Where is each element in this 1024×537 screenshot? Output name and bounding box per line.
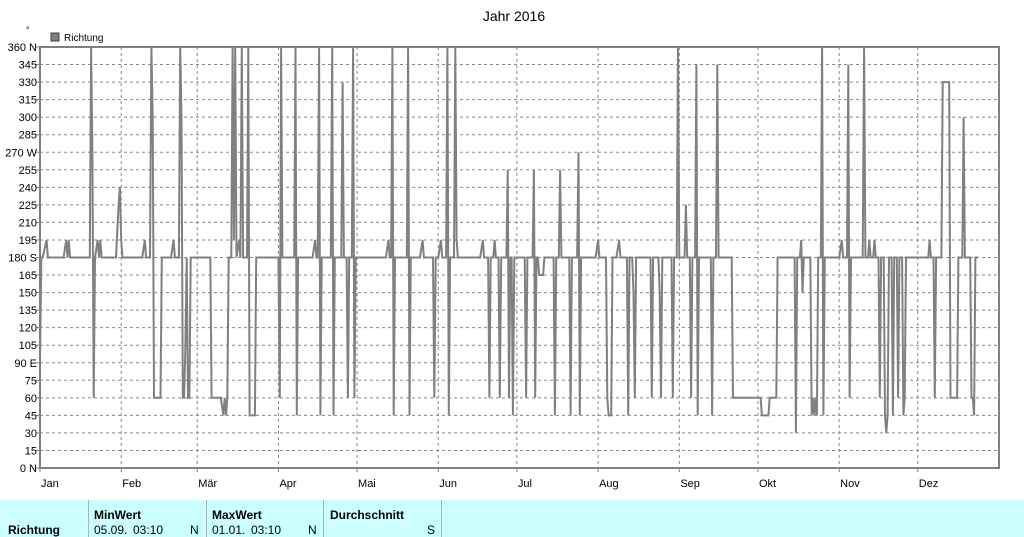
x-tick-label: Dez — [919, 478, 939, 490]
min-date: 05.09. — [94, 523, 128, 537]
y-tick-label: 90 E — [14, 358, 37, 370]
min-time: 03:10 — [133, 523, 164, 537]
y-tick-label: 180 S — [8, 253, 37, 265]
stats-row-label: Richtung — [8, 523, 60, 537]
x-tick-label: Jun — [439, 478, 457, 490]
y-tick-label: 75 — [25, 375, 37, 387]
series-line-richtung — [39, 46, 978, 433]
y-tick-label: 45 — [25, 410, 37, 422]
y-tick-label: 105 — [19, 340, 37, 352]
x-tick-label: Okt — [759, 478, 776, 490]
y-tick-label: 345 — [19, 60, 37, 72]
max-value: N — [308, 523, 317, 537]
min-header: MinWert — [94, 508, 142, 522]
y-tick-label: 300 — [19, 112, 37, 124]
x-tick-label: Mär — [198, 478, 217, 490]
y-tick-label: 240 — [19, 182, 37, 194]
y-tick-label: 255 — [19, 165, 37, 177]
avg-header: Durchschnitt — [330, 508, 405, 522]
avg-value: S — [427, 523, 436, 537]
max-header: MaxWert — [212, 508, 262, 522]
plot-frame — [39, 46, 1000, 469]
stats-divider — [88, 500, 89, 537]
y-tick-label: 315 — [19, 95, 37, 107]
y-tick-label: 0 N — [20, 463, 37, 475]
max-date: 01.01. — [212, 523, 246, 537]
y-tick-label: 285 — [19, 130, 37, 142]
stats-divider — [323, 500, 324, 537]
y-tick-label: 120 — [19, 323, 37, 335]
x-axis: Jan Feb Mär Apr Mai Jun Jul Aug Sep Okt Nov Dez — [39, 468, 939, 490]
y-tick-label: 60 — [25, 393, 37, 405]
y-tick-label: 165 — [19, 270, 37, 282]
x-tick-label: Feb — [122, 478, 141, 490]
y-tick-label: 270 W — [5, 147, 37, 159]
direction-chart: Jahr 2016 ° Richtung 0 N 15 30 45 60 75 90 E 10… — [5, 8, 1000, 490]
y-tick-label: 330 — [19, 77, 37, 89]
y-tick-label: 195 — [19, 235, 37, 247]
y-tick-label: 135 — [19, 305, 37, 317]
y-tick-label: 360 N — [8, 42, 37, 54]
x-tick-label: Apr — [279, 478, 296, 490]
y-tick-label: 150 — [19, 288, 37, 300]
legend-swatch — [50, 32, 60, 42]
legend: Richtung — [50, 32, 103, 44]
min-value: N — [190, 523, 199, 537]
stats-divider — [206, 500, 207, 537]
x-tick-label: Mai — [358, 478, 376, 490]
x-tick-label: Nov — [840, 478, 860, 490]
y-tick-label: 210 — [19, 217, 37, 229]
stats-panel: Richtung MinWert 05.09. 03:10 N MaxWert … — [0, 500, 1024, 537]
x-tick-label: Aug — [599, 478, 619, 490]
y-axis: 0 N 15 30 45 60 75 90 E 105 120 135 150 165 180 S 195… — [5, 42, 40, 475]
y-tick-label: 15 — [25, 445, 37, 457]
legend-label: Richtung — [64, 33, 103, 44]
y-tick-label: 30 — [25, 428, 37, 440]
stats-divider — [441, 500, 442, 537]
x-tick-label: Sep — [680, 478, 700, 490]
unit-symbol: ° — [26, 25, 30, 35]
x-tick-label: Jan — [41, 478, 59, 490]
y-tick-label: 225 — [19, 200, 37, 212]
x-tick-label: Jul — [518, 478, 532, 490]
chart-title: Jahr 2016 — [483, 8, 545, 24]
max-time: 03:10 — [251, 523, 282, 537]
